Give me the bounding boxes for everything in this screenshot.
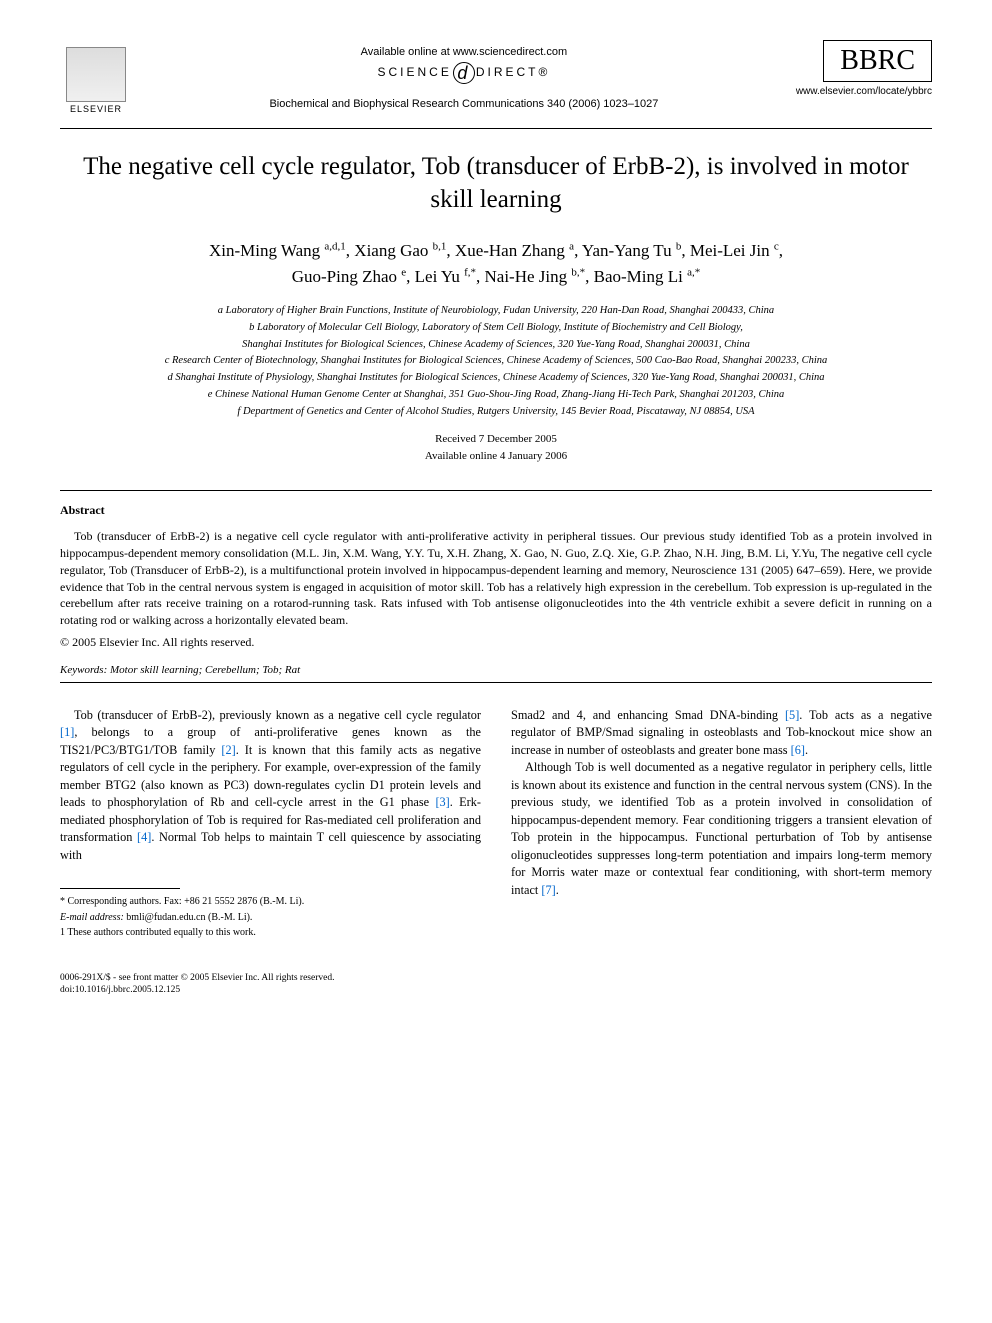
elsevier-tree-icon [66, 47, 126, 102]
page-header: ELSEVIER Available online at www.science… [60, 40, 932, 120]
sd-d-icon: d [453, 62, 475, 84]
author-8-affil: b,* [571, 266, 585, 278]
author-7-affil: f,* [464, 266, 476, 278]
available-online-text: Available online at www.sciencedirect.co… [132, 46, 796, 58]
header-divider [60, 128, 932, 129]
body-p2: Although Tob is well documented as a neg… [511, 759, 932, 899]
affiliation-f: f Department of Genetics and Center of A… [60, 404, 932, 420]
locate-url: www.elsevier.com/locate/ybbrc [796, 86, 932, 97]
science-direct-logo: SCIENCEdDIRECT® [132, 62, 796, 84]
body-p1: Tob (transducer of ErbB-2), previously k… [60, 707, 481, 864]
abstract-bottom-divider [60, 682, 932, 683]
affiliation-a: a Laboratory of Higher Brain Functions, … [60, 303, 932, 319]
footnote-corresponding: * Corresponding authors. Fax: +86 21 555… [60, 895, 481, 910]
sd-post: DIRECT® [476, 65, 551, 79]
sd-pre: SCIENCE [377, 65, 451, 79]
abstract-heading: Abstract [60, 503, 932, 518]
keywords-text: Motor skill learning; Cerebellum; Tob; R… [107, 664, 300, 676]
body-p1-cont: Smad2 and 4, and enhancing Smad DNA-bind… [511, 707, 932, 759]
author-2-affil: b,1 [433, 240, 447, 252]
bbrc-box: BBRC www.elsevier.com/locate/ybbrc [796, 40, 932, 97]
footnotes-divider [60, 888, 180, 889]
footer-front-matter: 0006-291X/$ - see front matter © 2005 El… [60, 972, 932, 985]
author-1: Xin-Ming Wang [209, 241, 324, 260]
affiliation-d: d Shanghai Institute of Physiology, Shan… [60, 370, 932, 386]
authors-block: Xin-Ming Wang a,d,1, Xiang Gao b,1, Xue-… [60, 238, 932, 289]
ref-link-3[interactable]: [3] [435, 795, 449, 809]
received-date: Received 7 December 2005 [60, 431, 932, 448]
ref-link-6[interactable]: [6] [791, 743, 805, 757]
abstract-top-divider [60, 490, 932, 491]
affiliation-e: e Chinese National Human Genome Center a… [60, 387, 932, 403]
ref-link-1[interactable]: [1] [60, 725, 74, 739]
body-column-left: Tob (transducer of ErbB-2), previously k… [60, 707, 481, 942]
affiliation-b: b Laboratory of Molecular Cell Biology, … [60, 320, 932, 336]
online-date: Available online 4 January 2006 [60, 448, 932, 465]
dates-block: Received 7 December 2005 Available onlin… [60, 431, 932, 464]
footnotes-block: * Corresponding authors. Fax: +86 21 555… [60, 895, 481, 941]
bbrc-logo: BBRC [823, 40, 932, 82]
page-footer: 0006-291X/$ - see front matter © 2005 El… [60, 972, 932, 998]
ref-link-7[interactable]: [7] [541, 883, 555, 897]
keywords-label: Keywords: [60, 664, 107, 676]
abstract-copyright: © 2005 Elsevier Inc. All rights reserved… [60, 635, 932, 650]
center-header: Available online at www.sciencedirect.co… [132, 40, 796, 110]
abstract-text: Tob (transducer of ErbB-2) is a negative… [60, 528, 932, 629]
ref-link-2[interactable]: [2] [221, 743, 235, 757]
body-column-right: Smad2 and 4, and enhancing Smad DNA-bind… [511, 707, 932, 942]
journal-reference: Biochemical and Biophysical Research Com… [132, 98, 796, 110]
footnote-email: E-mail address: bmli@fudan.edu.cn (B.-M.… [60, 911, 481, 926]
ref-link-5[interactable]: [5] [785, 708, 799, 722]
body-columns: Tob (transducer of ErbB-2), previously k… [60, 707, 932, 942]
affiliation-c: c Research Center of Biotechnology, Shan… [60, 353, 932, 369]
author-9-affil: a,* [687, 266, 700, 278]
affiliations-block: a Laboratory of Higher Brain Functions, … [60, 303, 932, 419]
elsevier-label: ELSEVIER [70, 104, 122, 114]
author-6: Guo-Ping Zhao [292, 267, 402, 286]
ref-link-4[interactable]: [4] [137, 830, 151, 844]
footnote-equal: 1 These authors contributed equally to t… [60, 926, 481, 941]
keywords-block: Keywords: Motor skill learning; Cerebell… [60, 664, 932, 676]
article-title: The negative cell cycle regulator, Tob (… [60, 151, 932, 216]
affiliation-b-cont: Shanghai Institutes for Biological Scien… [60, 337, 932, 353]
author-1-affil: a,d,1 [324, 240, 345, 252]
footer-doi: doi:10.1016/j.bbrc.2005.12.125 [60, 984, 932, 997]
elsevier-logo: ELSEVIER [60, 40, 132, 120]
